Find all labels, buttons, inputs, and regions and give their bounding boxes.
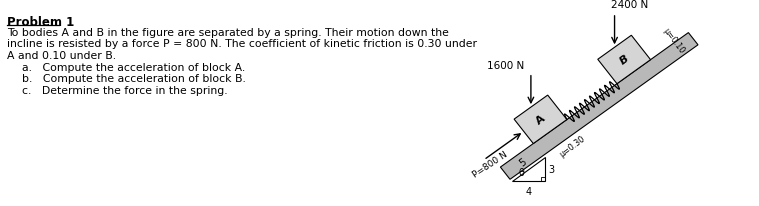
Text: 2400 N: 2400 N (611, 0, 648, 10)
Text: μ=0.10: μ=0.10 (661, 26, 685, 55)
Text: 3: 3 (548, 164, 554, 174)
Text: B: B (618, 54, 631, 67)
Text: A and 0.10 under B.: A and 0.10 under B. (7, 50, 116, 60)
Text: c.   Determine the force in the spring.: c. Determine the force in the spring. (22, 85, 228, 95)
Text: b.   Compute the acceleration of block B.: b. Compute the acceleration of block B. (22, 74, 246, 84)
Polygon shape (500, 33, 698, 179)
Text: To bodies A and B in the figure are separated by a spring. Their motion down the: To bodies A and B in the figure are sepa… (7, 28, 449, 37)
Text: Problem 1: Problem 1 (7, 16, 74, 29)
Polygon shape (514, 96, 567, 144)
Text: a.   Compute the acceleration of block A.: a. Compute the acceleration of block A. (22, 63, 245, 73)
Text: 1600 N: 1600 N (487, 61, 524, 71)
Text: P=800 N: P=800 N (471, 150, 509, 179)
Text: θ: θ (518, 167, 524, 178)
Text: incline is resisted by a force P = 800 N. The coefficient of kinetic friction is: incline is resisted by a force P = 800 N… (7, 39, 477, 49)
Text: 5: 5 (517, 156, 528, 167)
Text: 4: 4 (525, 186, 531, 196)
Text: μ=0.30: μ=0.30 (558, 134, 587, 158)
Text: A: A (534, 113, 547, 126)
Polygon shape (598, 36, 650, 84)
Polygon shape (512, 158, 545, 181)
